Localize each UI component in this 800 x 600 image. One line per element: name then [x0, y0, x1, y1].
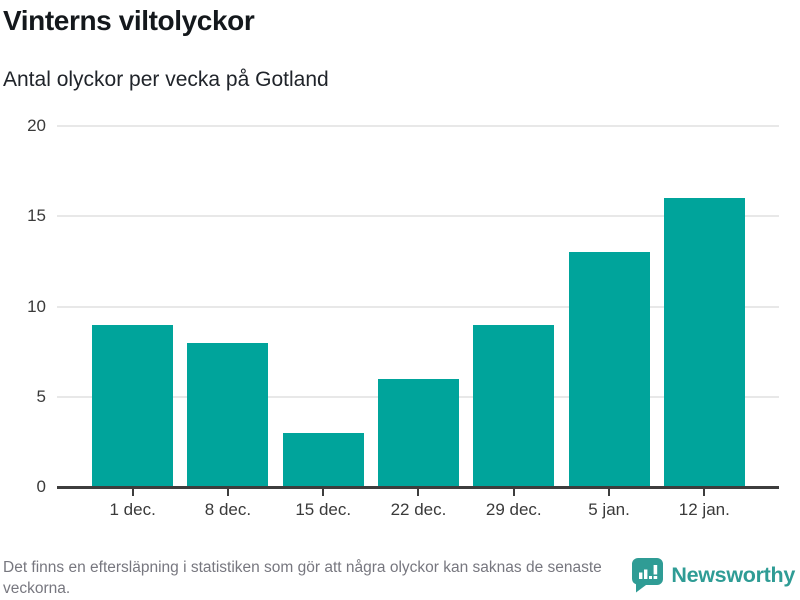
bar-slot [85, 126, 180, 487]
bars-group [57, 126, 779, 487]
x-tick-slot [657, 488, 752, 496]
y-tick-label: 20 [27, 116, 46, 135]
bar [473, 324, 555, 487]
bar-slot [657, 126, 752, 487]
x-tick [131, 488, 134, 496]
x-tick-label: 12 jan. [678, 500, 730, 519]
chart-subtitle: Antal olyckor per vecka på Gotland [3, 68, 329, 91]
x-axis-labels: 1 dec. 8 dec. 15 dec. 22 dec. 29 dec. 5 jan. 1… [57, 500, 779, 520]
x-tick [512, 488, 515, 496]
bar [377, 378, 459, 487]
bar [187, 342, 269, 487]
x-tick [322, 488, 325, 496]
y-tick-label: 15 [27, 206, 46, 226]
x-tick-slot [561, 488, 656, 496]
x-tick-slot [180, 488, 275, 496]
y-tick-label: 10 [27, 296, 46, 316]
newsworthy-logo: Newsworthy [632, 558, 795, 593]
x-tick-label: 5 jan. [588, 500, 630, 519]
gridline [57, 125, 779, 127]
x-tick-label: 22 dec. [390, 500, 447, 519]
y-tick-label: 0 [36, 477, 46, 496]
bar-slot [276, 126, 371, 487]
footnote: Det finns en eftersläpning i statistiken… [3, 559, 602, 597]
bar [282, 432, 364, 487]
bar-slot [561, 126, 656, 487]
x-tick-slot [85, 488, 180, 496]
x-tick [417, 488, 420, 496]
x-tick-label: 1 dec. [109, 500, 156, 519]
newsworthy-wordmark: Newsworthy [671, 563, 795, 587]
chart-title: Vinterns viltolyckor [3, 5, 255, 36]
x-tick-slot [276, 488, 371, 496]
x-tick [226, 488, 229, 496]
bar-slot [466, 126, 561, 487]
x-axis-ticks [57, 488, 779, 496]
x-tick-slot [371, 488, 466, 496]
bar [663, 198, 745, 487]
bar-slot [180, 126, 275, 487]
x-tick [703, 488, 706, 496]
bar [568, 252, 650, 487]
gridline [57, 305, 779, 308]
x-tick-slot [466, 488, 561, 496]
gridline [57, 215, 779, 218]
newsworthy-speech-bubble-bar-chart-icon [632, 558, 664, 593]
y-tick-label: 5 [36, 386, 46, 406]
x-tick [608, 488, 611, 496]
bar-slot [371, 126, 466, 487]
plot-area: 1 dec. 8 dec. 15 dec. 22 dec. 29 dec. 5 jan. 1… [57, 125, 779, 519]
bar-chart: 0 5 10 15 20 1 dec. 8 dec. 15 dec. 22 dec. 29 de… [0, 116, 779, 519]
x-tick-label: 8 dec. [204, 500, 252, 519]
bar [92, 324, 174, 487]
x-tick-label: 29 dec. [485, 500, 542, 519]
x-tick-label: 15 dec. [295, 500, 352, 519]
x-axis-line [57, 486, 779, 489]
